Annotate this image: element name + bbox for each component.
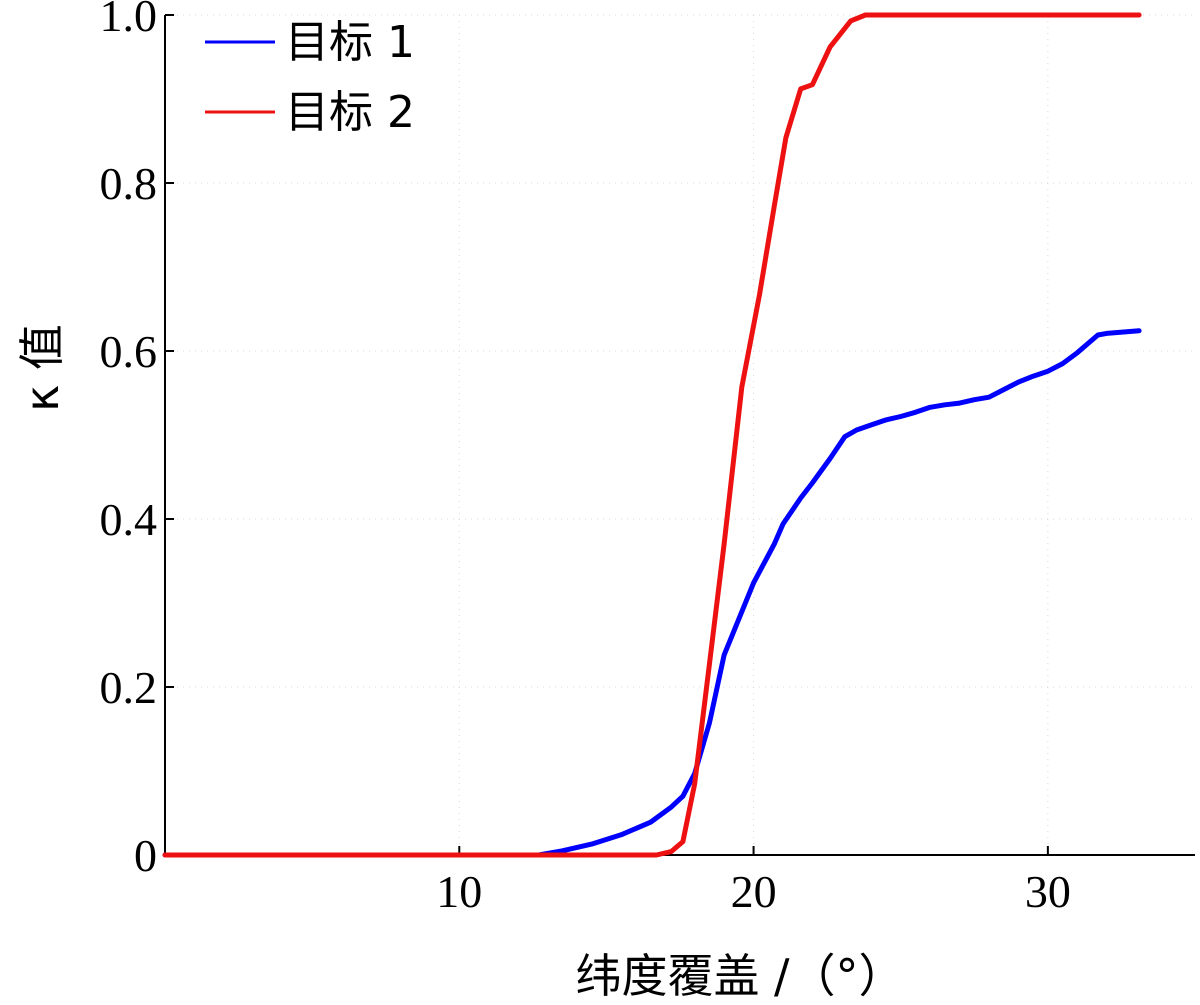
axes: [164, 14, 1195, 856]
legend-label: 目标 2: [285, 87, 415, 138]
grid: [165, 14, 1195, 855]
y-tick-label: 0.4: [100, 494, 158, 545]
y-tick-label: 0: [134, 830, 157, 881]
x-axis-label: 纬度覆盖 /（°）: [575, 949, 904, 1003]
legend: 目标 1 目标 2: [205, 17, 415, 138]
y-tick-label: 0.8: [100, 158, 158, 209]
y-tick-label: 0.6: [100, 326, 158, 377]
y-tick-label: 0.2: [100, 662, 158, 713]
series-lines: [162, 12, 1142, 858]
series-line: [162, 12, 1142, 858]
x-tick-label: 30: [1025, 866, 1071, 917]
y-axis-label: κ 值: [15, 324, 69, 412]
tick-labels: 10 20 30 0 0.2 0.4 0.6 0.8 1.0: [100, 0, 1071, 917]
legend-label: 目标 1: [285, 17, 415, 68]
y-tick-label: 1.0: [100, 0, 158, 41]
series-line: [162, 328, 1142, 858]
x-tick-label: 10: [436, 866, 482, 917]
x-tick-label: 20: [731, 866, 777, 917]
